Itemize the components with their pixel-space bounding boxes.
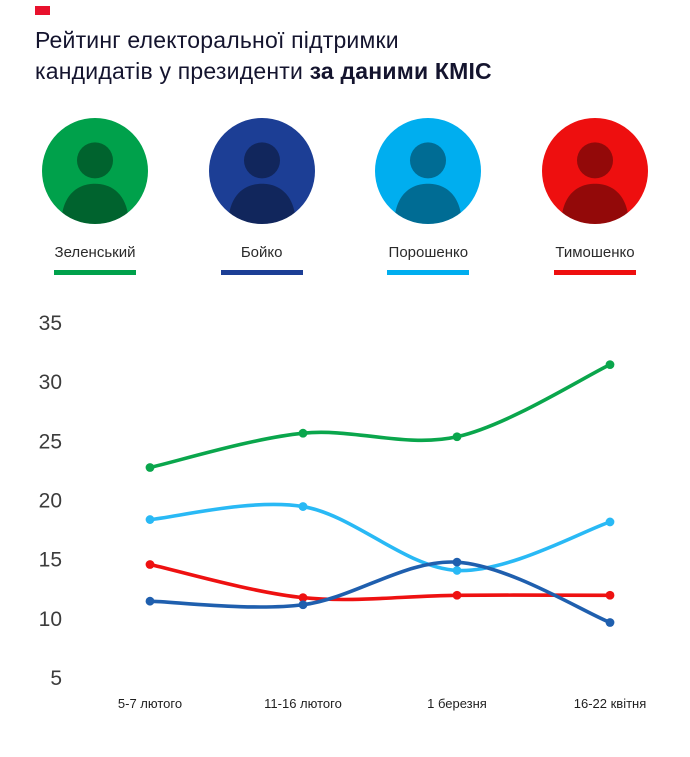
title-line2-bold: за даними КМІС — [309, 58, 492, 84]
person-silhouette-icon — [227, 142, 296, 224]
data-point — [452, 590, 462, 600]
data-point — [605, 590, 615, 600]
y-axis-tick: 10 — [39, 608, 62, 631]
title-line2-regular: кандидатів у президенти — [35, 58, 310, 84]
y-axis-tick: 20 — [39, 489, 62, 512]
candidate-name: Бойко — [240, 244, 283, 261]
data-point — [145, 515, 155, 524]
y-axis-tick: 5 — [50, 667, 62, 690]
avatar-boyko — [208, 118, 315, 224]
rating-line-chart: 35 30 25 20 15 10 5 5-7 лютого 11-16 лютого 1 бер… — [39, 312, 647, 711]
data-point — [452, 566, 462, 575]
y-axis-tick: 15 — [39, 549, 62, 572]
data-point — [298, 502, 308, 511]
x-axis-label: 16-22 квітня — [574, 696, 647, 711]
data-point — [145, 560, 155, 569]
data-point — [298, 428, 308, 438]
candidate-color-bar — [220, 270, 303, 275]
series-line — [148, 502, 612, 573]
series-line — [148, 362, 612, 470]
brand-accent-square — [35, 6, 50, 15]
x-axis-label: 5-7 лютого — [118, 696, 182, 711]
candidate-name: Зеленський — [54, 244, 136, 261]
candidate-tymoshenko: Тимошенко — [530, 118, 660, 275]
data-point — [145, 596, 155, 606]
candidates-legend: Зеленський Бойко Порошенко — [30, 118, 660, 275]
avatar-zelensky — [42, 118, 148, 224]
data-point — [452, 432, 462, 442]
data-point — [145, 463, 155, 472]
candidate-boyko: Бойко — [197, 118, 327, 275]
data-point — [605, 618, 615, 627]
candidate-name: Тимошенко — [555, 244, 635, 261]
page-title: Рейтинг електоральної підтримки кандидат… — [35, 25, 492, 87]
series-line — [148, 560, 612, 625]
data-point — [605, 517, 615, 527]
y-axis-tick: 30 — [39, 371, 62, 394]
candidate-color-bar — [54, 270, 136, 275]
title-line1: Рейтинг електоральної підтримки — [35, 27, 399, 53]
x-axis-label: 11-16 лютого — [264, 696, 342, 711]
y-axis-tick: 25 — [39, 430, 62, 453]
avatar-tymoshenko — [541, 118, 648, 224]
person-silhouette-icon — [61, 142, 129, 224]
data-point — [605, 360, 615, 369]
candidate-color-bar — [387, 270, 470, 275]
avatar-poroshenko — [375, 118, 482, 224]
data-point — [452, 557, 462, 567]
series-line — [148, 562, 612, 602]
person-silhouette-icon — [561, 142, 629, 224]
y-axis-tick: 35 — [39, 312, 62, 335]
candidate-name: Порошенко — [388, 244, 469, 261]
candidate-zelensky: Зеленський — [30, 118, 160, 275]
data-point — [298, 600, 308, 610]
candidate-poroshenko: Порошенко — [363, 118, 493, 275]
person-silhouette-icon — [394, 142, 463, 224]
data-point — [298, 593, 308, 603]
x-axis-label: 1 березня — [427, 696, 487, 711]
candidate-color-bar — [553, 270, 636, 275]
